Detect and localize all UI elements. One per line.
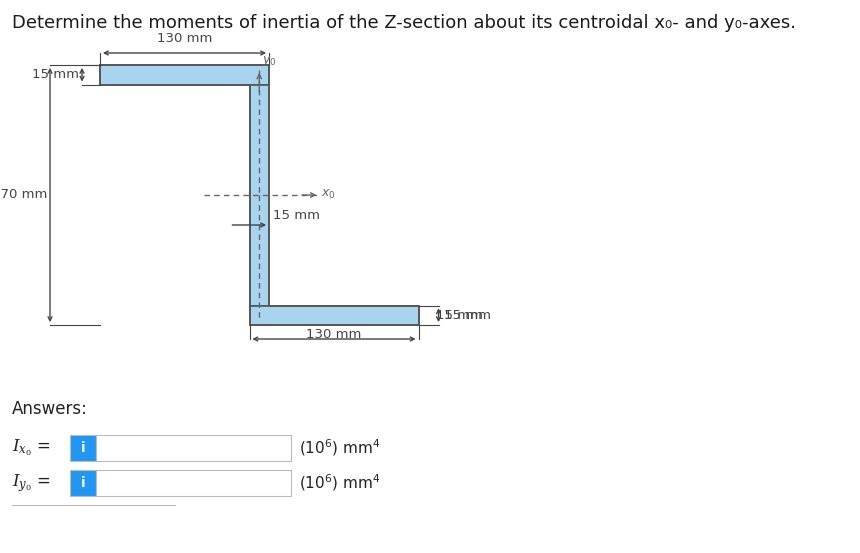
Text: $I_{x_0}$ =: $I_{x_0}$ = xyxy=(12,438,51,458)
Text: $x_0$: $x_0$ xyxy=(322,187,336,201)
Bar xyxy=(70,435,96,461)
Bar xyxy=(96,470,291,496)
Text: 170 mm: 170 mm xyxy=(0,189,47,201)
Text: 130 mm: 130 mm xyxy=(157,32,212,45)
Text: 15 mm: 15 mm xyxy=(273,209,320,222)
Text: Answers:: Answers: xyxy=(12,400,88,418)
Text: $y_0$: $y_0$ xyxy=(262,54,277,68)
Bar xyxy=(96,435,291,461)
Text: $(10^6)$ mm$^4$: $(10^6)$ mm$^4$ xyxy=(299,473,380,493)
Text: i: i xyxy=(81,441,85,455)
Text: i: i xyxy=(81,476,85,490)
Bar xyxy=(249,305,419,325)
Text: $(10^6)$ mm$^4$: $(10^6)$ mm$^4$ xyxy=(299,437,380,458)
Bar xyxy=(100,65,269,85)
Text: 15 mm: 15 mm xyxy=(444,309,490,322)
Text: $I_{y_0}$ =: $I_{y_0}$ = xyxy=(12,472,51,494)
Bar xyxy=(249,85,269,305)
Text: 15 mm: 15 mm xyxy=(437,309,483,322)
Text: 15 mm: 15 mm xyxy=(32,68,79,81)
Text: Determine the moments of inertia of the Z-section about its centroidal x₀- and y: Determine the moments of inertia of the … xyxy=(12,14,796,32)
Text: 130 mm: 130 mm xyxy=(306,328,362,341)
Bar xyxy=(70,470,96,496)
